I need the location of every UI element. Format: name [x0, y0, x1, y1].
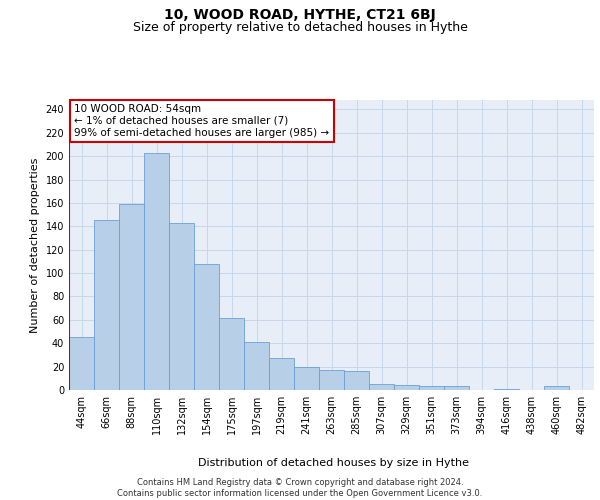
Bar	[269, 358, 294, 390]
Bar	[219, 318, 244, 390]
Bar	[119, 204, 144, 390]
Bar	[244, 342, 269, 390]
Text: Size of property relative to detached houses in Hythe: Size of property relative to detached ho…	[133, 21, 467, 34]
Bar	[319, 370, 344, 390]
Bar	[94, 220, 119, 390]
Text: Distribution of detached houses by size in Hythe: Distribution of detached houses by size …	[197, 458, 469, 468]
Bar	[144, 152, 169, 390]
Bar	[194, 264, 219, 390]
Text: 10 WOOD ROAD: 54sqm
← 1% of detached houses are smaller (7)
99% of semi-detached: 10 WOOD ROAD: 54sqm ← 1% of detached hou…	[74, 104, 329, 138]
Bar	[369, 384, 394, 390]
Bar	[69, 338, 94, 390]
Bar	[169, 223, 194, 390]
Bar	[494, 389, 519, 390]
Bar	[544, 386, 569, 390]
Bar	[394, 386, 419, 390]
Text: Contains HM Land Registry data © Crown copyright and database right 2024.
Contai: Contains HM Land Registry data © Crown c…	[118, 478, 482, 498]
Bar	[419, 386, 444, 390]
Text: 10, WOOD ROAD, HYTHE, CT21 6BJ: 10, WOOD ROAD, HYTHE, CT21 6BJ	[164, 8, 436, 22]
Y-axis label: Number of detached properties: Number of detached properties	[30, 158, 40, 332]
Bar	[444, 386, 469, 390]
Bar	[344, 372, 369, 390]
Bar	[294, 366, 319, 390]
